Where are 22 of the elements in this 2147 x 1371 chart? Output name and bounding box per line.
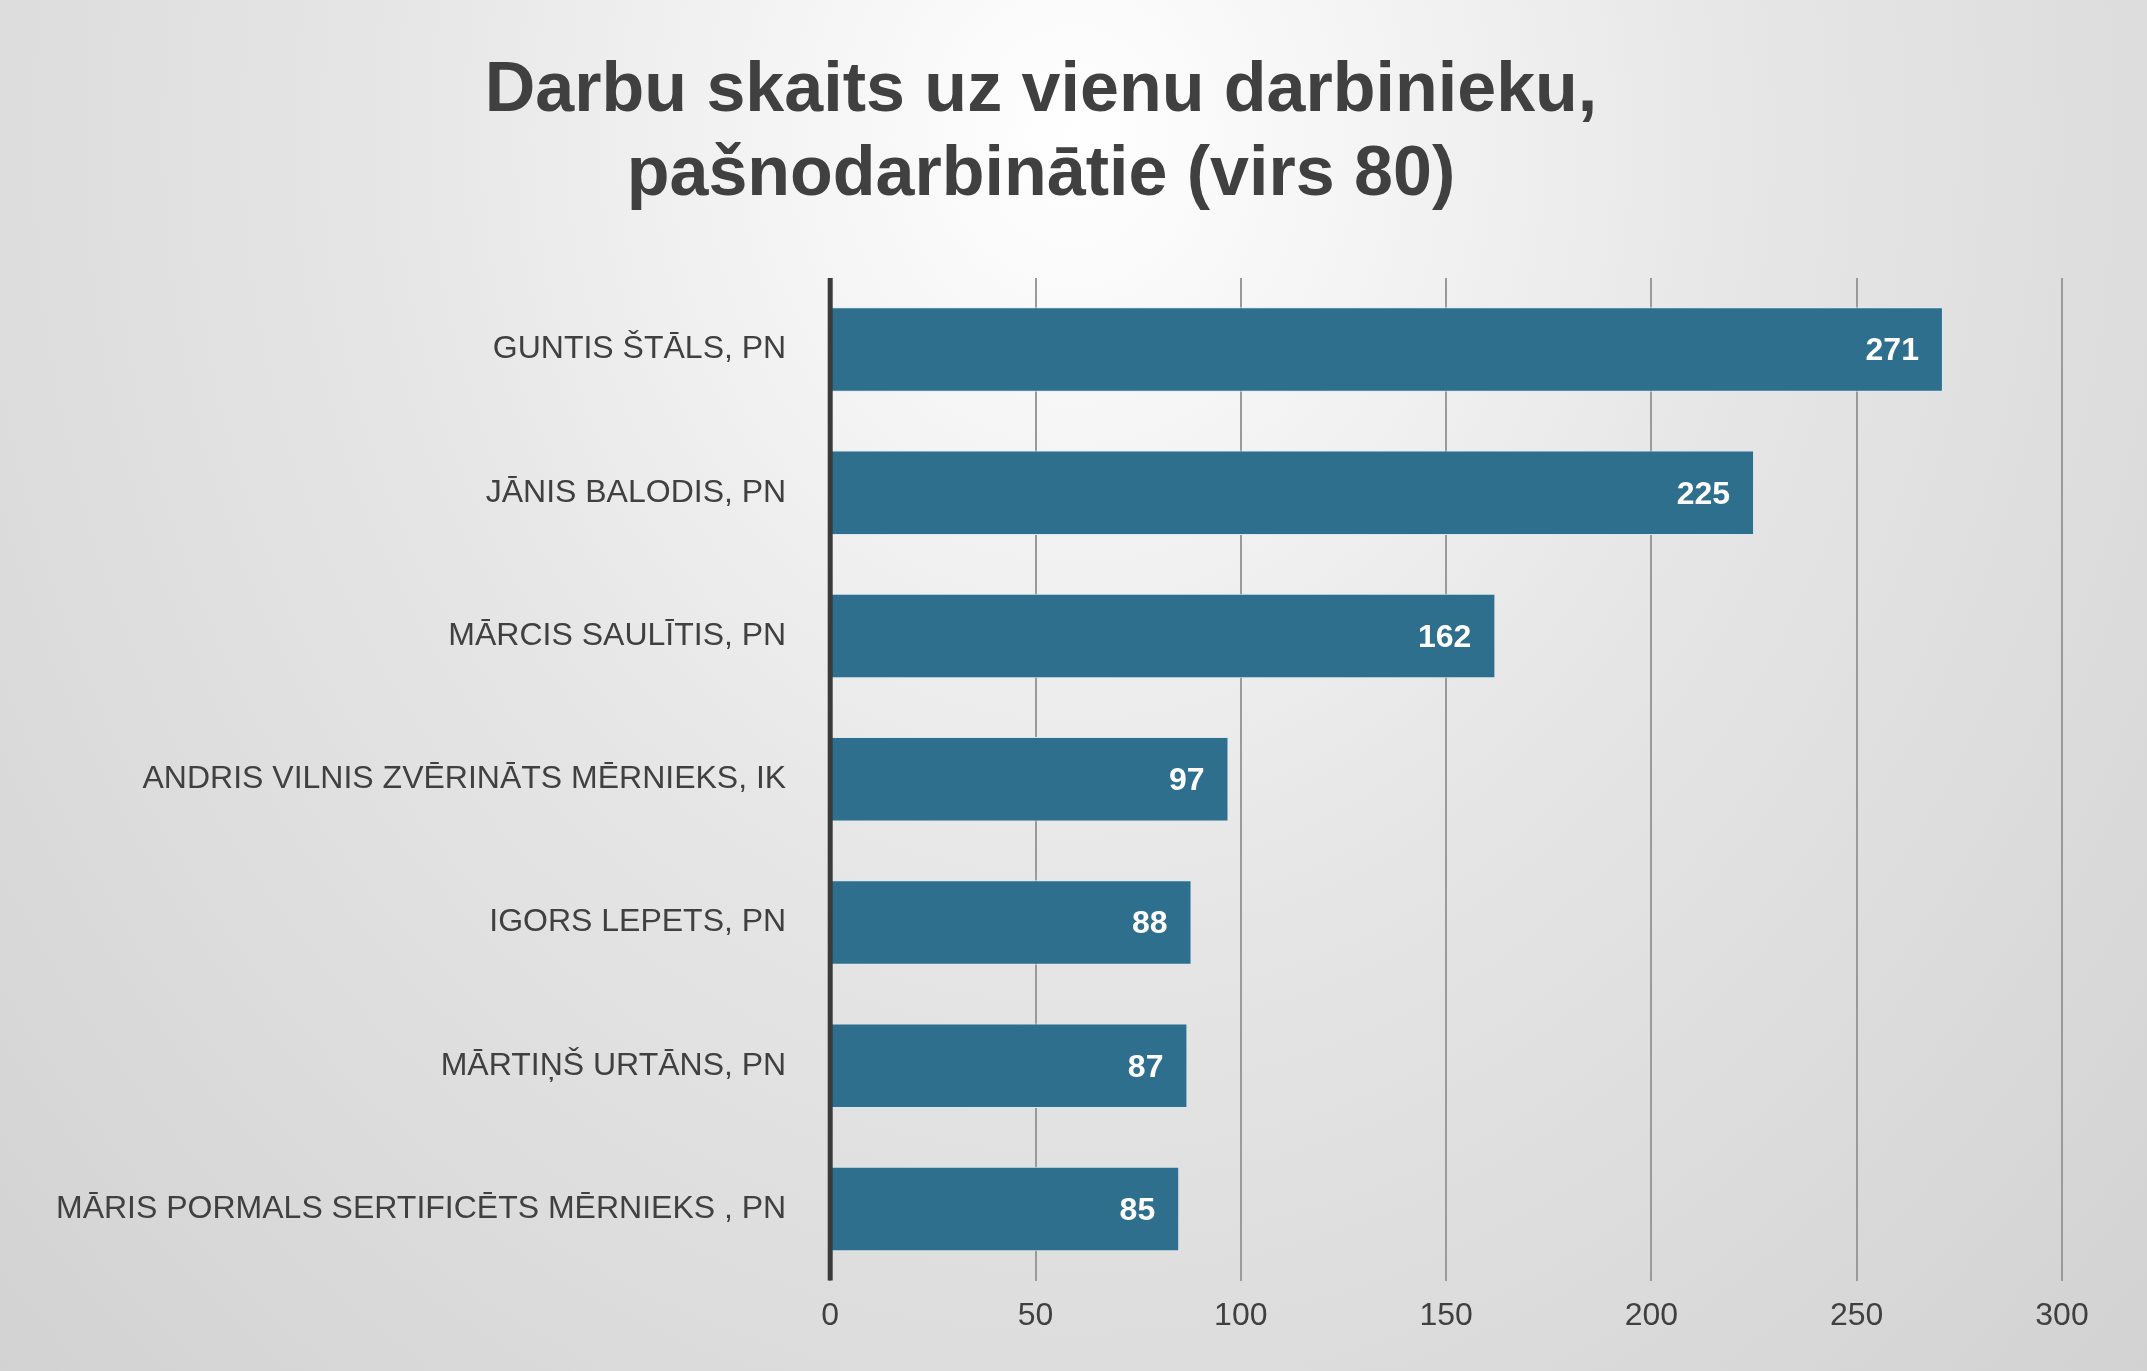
x-tick-label: 250 (1830, 1295, 1884, 1332)
data-label: 162 (1417, 617, 1472, 654)
x-tick-label: 150 (1419, 1295, 1473, 1332)
y-tick-label: GUNTIS ŠTĀLS, PN (492, 329, 787, 366)
data-label: 225 (1676, 474, 1731, 511)
y-tick-label: ANDRIS VILNIS ZVĒRINĀTS MĒRNIEKS, IK (142, 759, 787, 796)
x-tick-label: 50 (1017, 1295, 1054, 1332)
data-label: 85 (1119, 1190, 1156, 1227)
data-label: 87 (1127, 1047, 1164, 1084)
data-label: 271 (1865, 331, 1919, 368)
x-tick-label: 100 (1214, 1295, 1268, 1332)
data-label: 88 (1131, 904, 1168, 941)
chart-title: Darbu skaits uz vienu darbinieku, pašnodarbinātie (virs 80) (484, 48, 1598, 211)
y-tick-label: MĀRCIS SAULĪTIS, PN (448, 615, 787, 652)
y-tick-label: JĀNIS BALODIS, PN (485, 472, 787, 509)
y-tick-label: IGORS LEPETS, PN (489, 902, 787, 939)
data-label: 97 (1168, 761, 1205, 798)
x-tick-label: 0 (821, 1295, 840, 1332)
y-tick-label: MĀRIS PORMALS SERTIFICĒTS MĒRNIEKS , PN (56, 1188, 787, 1225)
y-tick-label: MĀRTIŅŠ URTĀNS, PN (440, 1045, 787, 1082)
x-tick-label: 200 (1624, 1295, 1679, 1332)
x-tick-label: 300 (2035, 1295, 2089, 1332)
